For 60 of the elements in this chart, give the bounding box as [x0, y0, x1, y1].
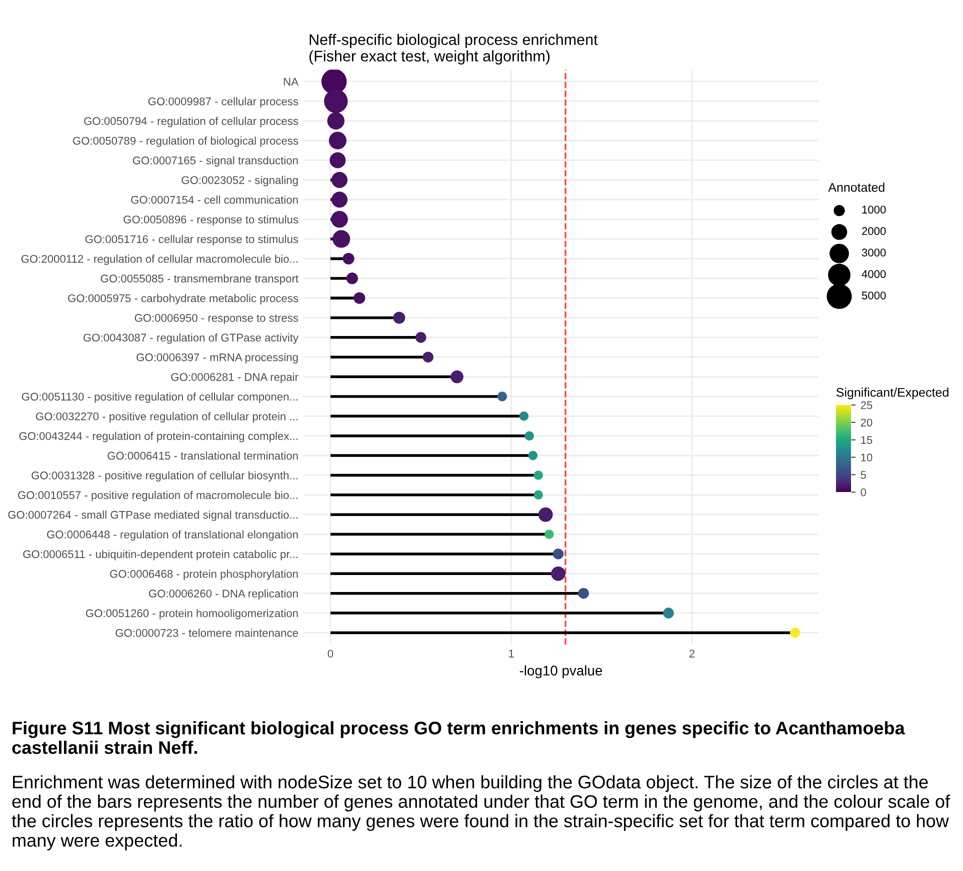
y-tick-label: GO:0051716 - cellular response to stimulus [85, 234, 298, 246]
text: Enrichment was determined with nodeSize set to 10 when building the GOdata object. The size of the circles at the end of the bars represents the number of genes annotated under that GO term in the genome, and the colour scale of the circles represents the ratio of how many genes were found in the strain-specific set for that term compared to how many were expected. [12, 775, 950, 850]
point [346, 272, 358, 284]
legend-label: 5000 [862, 292, 886, 300]
y-tick-label: GO:0006448 - regulation of translational elongation [47, 530, 298, 541]
y-tick-label: GO:0023052 - signaling [182, 176, 298, 186]
color-bar-label: 0 [860, 488, 866, 496]
y-tick-label: GO:0005975 - carbohydrate metabolic process [68, 294, 298, 304]
point [354, 292, 366, 304]
x-tick-label: 1 [508, 650, 514, 658]
y-tick-label: GO:0032270 - positive regulation of cellular protein ... [36, 412, 298, 423]
point [790, 628, 800, 638]
legend-title: Annotated [828, 182, 884, 192]
point [663, 608, 674, 618]
y-tick-label: GO:0055085 - transmembrane transport [100, 274, 298, 285]
y-tick-label: GO:0050794 - regulation of cellular process [84, 116, 298, 128]
y-tick-label: GO:0000723 - telomere maintenance [116, 628, 298, 637]
y-tick-label: GO:0007154 - cell communication [131, 196, 298, 204]
y-tick-label: GO:0031328 - positive regulation of cellular biosynth... [32, 471, 298, 482]
y-tick-label: GO:0006281 - DNA repair [171, 372, 298, 384]
y-tick-label: GO:0051260 - protein homooligomerization [86, 609, 298, 620]
legend-label: 4000 [862, 270, 886, 278]
y-tick-label: GO:0006950 - response to stress [134, 314, 298, 324]
y-tick-label: GO:0043087 - regulation of GTPase activity [84, 333, 298, 344]
point [415, 332, 426, 343]
color-bar-label: 25 [860, 401, 872, 410]
color-bar-label: 20 [860, 418, 872, 427]
point [552, 548, 564, 560]
y-tick-label: GO:0006260 - DNA replication [148, 589, 298, 600]
y-tick-label: GO:0050789 - regulation of biological process [72, 136, 298, 147]
y-tick-label: GO:0050896 - response to stimulus [124, 215, 298, 226]
y-tick-label: GO:0006397 - mRNA processing [136, 353, 298, 364]
chart-title: Neff-specific biological process enrichment (Fisher exact test, weight algorithm) [309, 34, 598, 65]
y-tick-label: NA [284, 78, 298, 86]
color-bar-title: Significant/Expected [836, 388, 948, 400]
y-tick-label: GO:0007264 - small GTPase mediated signal transductio... [8, 510, 298, 521]
y-tick-label: GO:0006468 - protein phosphorylation [110, 570, 298, 580]
point [393, 312, 406, 324]
color-bar-label: 5 [860, 471, 866, 479]
point [450, 370, 464, 384]
y-tick-label: GO:0009987 - cellular process [148, 97, 298, 108]
x-tick-label: 0 [328, 650, 334, 658]
color-bar-label: 15 [861, 436, 872, 444]
y-tick-label: GO:2000112 - regulation of cellular macromolecule bio... [21, 254, 298, 266]
x-tick-label: 2 [689, 650, 695, 658]
legend-label: 3000 [862, 248, 886, 256]
legend-label: 1000 [862, 206, 886, 214]
point [342, 252, 354, 264]
y-tick-label: GO:0006415 - translational termination [108, 452, 298, 460]
y-tick-label: GO:0010557 - positive regulation of macromolecule bio... [18, 490, 298, 502]
color-bar-label: 10 [861, 454, 872, 462]
point [422, 352, 434, 363]
y-tick-label: GO:0006511 - ubiquitin-dependent protein catabolic pr... [23, 550, 298, 560]
caption: Figure S11 Most significant biological process GO term enrichments in genes specific to Acanthamoeba castellanii strain Neff. [12, 721, 905, 754]
x-axis-title: -log10 pvalue [520, 665, 602, 678]
y-tick-label: GO:0007165 - signal transduction [132, 156, 298, 167]
y-tick-label: GO:0043244 - regulation of protein-containing complex... [19, 432, 298, 442]
legend-label: 2000 [862, 227, 886, 236]
point [578, 588, 589, 599]
y-tick-label: GO:0051130 - positive regulation of cellular componen... [22, 392, 298, 403]
